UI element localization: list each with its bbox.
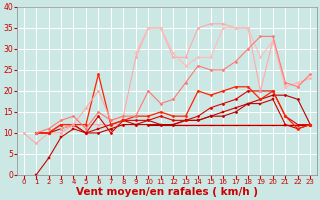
X-axis label: Vent moyen/en rafales ( km/h ): Vent moyen/en rafales ( km/h ) [76,187,258,197]
